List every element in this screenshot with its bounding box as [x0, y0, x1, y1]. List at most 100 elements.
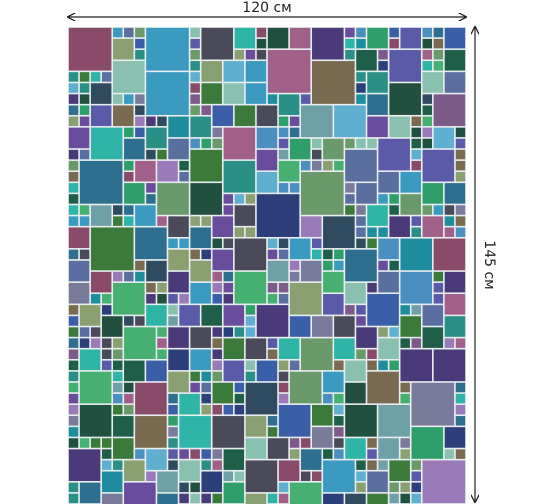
tile — [356, 471, 366, 482]
tile — [124, 271, 134, 282]
tile — [356, 305, 366, 315]
tile — [201, 404, 211, 415]
tile — [212, 327, 222, 337]
tile — [389, 260, 399, 271]
tile — [168, 238, 178, 249]
tile — [245, 438, 267, 459]
tile — [234, 205, 256, 226]
tile — [168, 316, 178, 326]
tile — [135, 49, 145, 60]
tile — [411, 338, 421, 348]
tile — [113, 38, 134, 60]
tile — [411, 160, 421, 171]
tile — [455, 160, 466, 171]
tile — [179, 449, 189, 459]
tile — [389, 482, 399, 493]
tile — [312, 316, 333, 337]
tile — [300, 216, 322, 237]
tile — [245, 194, 256, 204]
tile — [135, 205, 156, 226]
tile — [234, 471, 245, 482]
tile — [367, 371, 399, 404]
tile — [113, 371, 123, 382]
tile — [278, 149, 289, 160]
tile — [312, 138, 322, 149]
tile — [168, 138, 189, 160]
tile — [212, 105, 234, 127]
tile — [157, 160, 178, 182]
tile — [245, 360, 256, 371]
tile — [168, 349, 189, 371]
tile — [146, 360, 167, 382]
tile — [223, 449, 245, 470]
tile — [334, 416, 344, 426]
tile — [256, 172, 278, 193]
tile — [124, 327, 156, 359]
tile — [201, 138, 211, 149]
tile — [157, 349, 167, 359]
tile — [400, 382, 410, 393]
tile — [334, 260, 344, 271]
tile — [245, 382, 278, 415]
tile — [68, 416, 79, 426]
tile — [345, 49, 355, 60]
tile — [68, 493, 79, 504]
tile — [201, 305, 222, 326]
tile — [79, 160, 123, 204]
tile — [168, 305, 178, 315]
tile — [68, 105, 79, 115]
tile — [234, 27, 256, 49]
tile — [90, 338, 101, 348]
tile — [356, 316, 366, 326]
tile — [190, 449, 200, 459]
tile — [68, 116, 79, 127]
tile — [267, 438, 289, 459]
tile — [444, 449, 455, 459]
tile — [190, 27, 200, 38]
tile — [345, 249, 377, 282]
tile — [389, 83, 421, 115]
tile — [113, 61, 145, 93]
tile — [334, 316, 355, 337]
tile — [422, 27, 433, 38]
tile — [400, 27, 421, 49]
tile — [79, 482, 101, 504]
tile — [68, 427, 79, 437]
tile — [201, 393, 211, 404]
tile — [201, 493, 211, 504]
tile — [300, 260, 322, 282]
tile — [278, 94, 300, 115]
tile — [400, 238, 433, 271]
tile — [157, 149, 167, 160]
width-label: 120 см — [242, 0, 291, 16]
tile — [135, 271, 145, 282]
tile — [168, 449, 178, 459]
tile — [179, 172, 189, 182]
tile — [378, 327, 388, 337]
tile — [68, 438, 79, 448]
tile — [201, 471, 222, 493]
tile — [168, 404, 178, 415]
tile — [345, 205, 355, 215]
tile — [146, 449, 167, 470]
tile — [444, 216, 455, 226]
tile — [289, 238, 311, 260]
height-label: 145 см — [481, 240, 497, 289]
tile — [223, 83, 245, 104]
tile — [234, 393, 245, 404]
tile — [433, 282, 444, 293]
tile — [79, 216, 90, 226]
tile — [113, 416, 134, 437]
tile — [278, 371, 289, 382]
tile — [400, 449, 410, 459]
tile — [124, 205, 134, 215]
tile — [267, 416, 278, 426]
tile — [312, 149, 322, 160]
tile — [201, 371, 211, 382]
tile — [190, 49, 200, 60]
tile — [68, 149, 79, 160]
tile — [79, 338, 90, 348]
tile — [234, 238, 267, 271]
tile — [68, 360, 79, 371]
tile — [323, 249, 333, 260]
